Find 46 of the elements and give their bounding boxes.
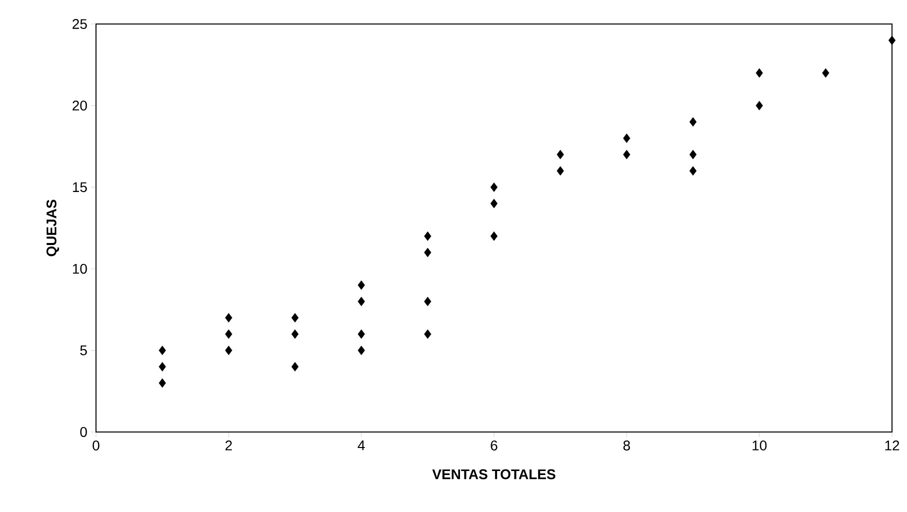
- point: [291, 313, 299, 322]
- point: [556, 166, 564, 176]
- x-tick-label: 8: [623, 440, 630, 450]
- point: [358, 346, 365, 356]
- y-tick-label: 20: [72, 100, 87, 111]
- x-tick-label: 6: [490, 440, 498, 450]
- point: [689, 117, 697, 127]
- point: [358, 280, 365, 290]
- point: [556, 150, 564, 160]
- x-axis-title: VENTAS TOTALES: [432, 469, 556, 480]
- point: [358, 296, 365, 306]
- point: [756, 100, 763, 110]
- point: [822, 68, 830, 78]
- point: [358, 329, 365, 339]
- point: [424, 329, 432, 339]
- x-tick-label: 4: [358, 440, 365, 450]
- y-tick-label: 25: [72, 19, 87, 29]
- point: [424, 296, 432, 306]
- point: [225, 329, 232, 339]
- point: [490, 198, 498, 208]
- point: [225, 346, 232, 356]
- point: [291, 362, 299, 372]
- x-tick-label: 0: [92, 440, 100, 450]
- y-tick-label: 10: [72, 264, 87, 274]
- point: [490, 231, 498, 241]
- x-tick-label: 12: [885, 440, 900, 450]
- point: [424, 231, 432, 241]
- y-tick-label: 0: [80, 427, 87, 437]
- point: [158, 346, 166, 356]
- point: [225, 313, 232, 322]
- x-tick-label: 2: [225, 440, 232, 450]
- point: [623, 150, 630, 160]
- y-tick-label: 15: [72, 182, 87, 192]
- y-tick-label: 5: [80, 346, 87, 356]
- point: [689, 166, 697, 176]
- point: [756, 68, 763, 78]
- x-tick-label: 10: [752, 440, 767, 450]
- point: [689, 150, 697, 160]
- y-axis-title: QUEJAS: [46, 200, 60, 256]
- point: [291, 329, 299, 339]
- point: [158, 362, 166, 372]
- point: [623, 134, 630, 143]
- point: [888, 36, 896, 46]
- point: [158, 378, 166, 388]
- point: [424, 248, 432, 258]
- point: [490, 182, 498, 192]
